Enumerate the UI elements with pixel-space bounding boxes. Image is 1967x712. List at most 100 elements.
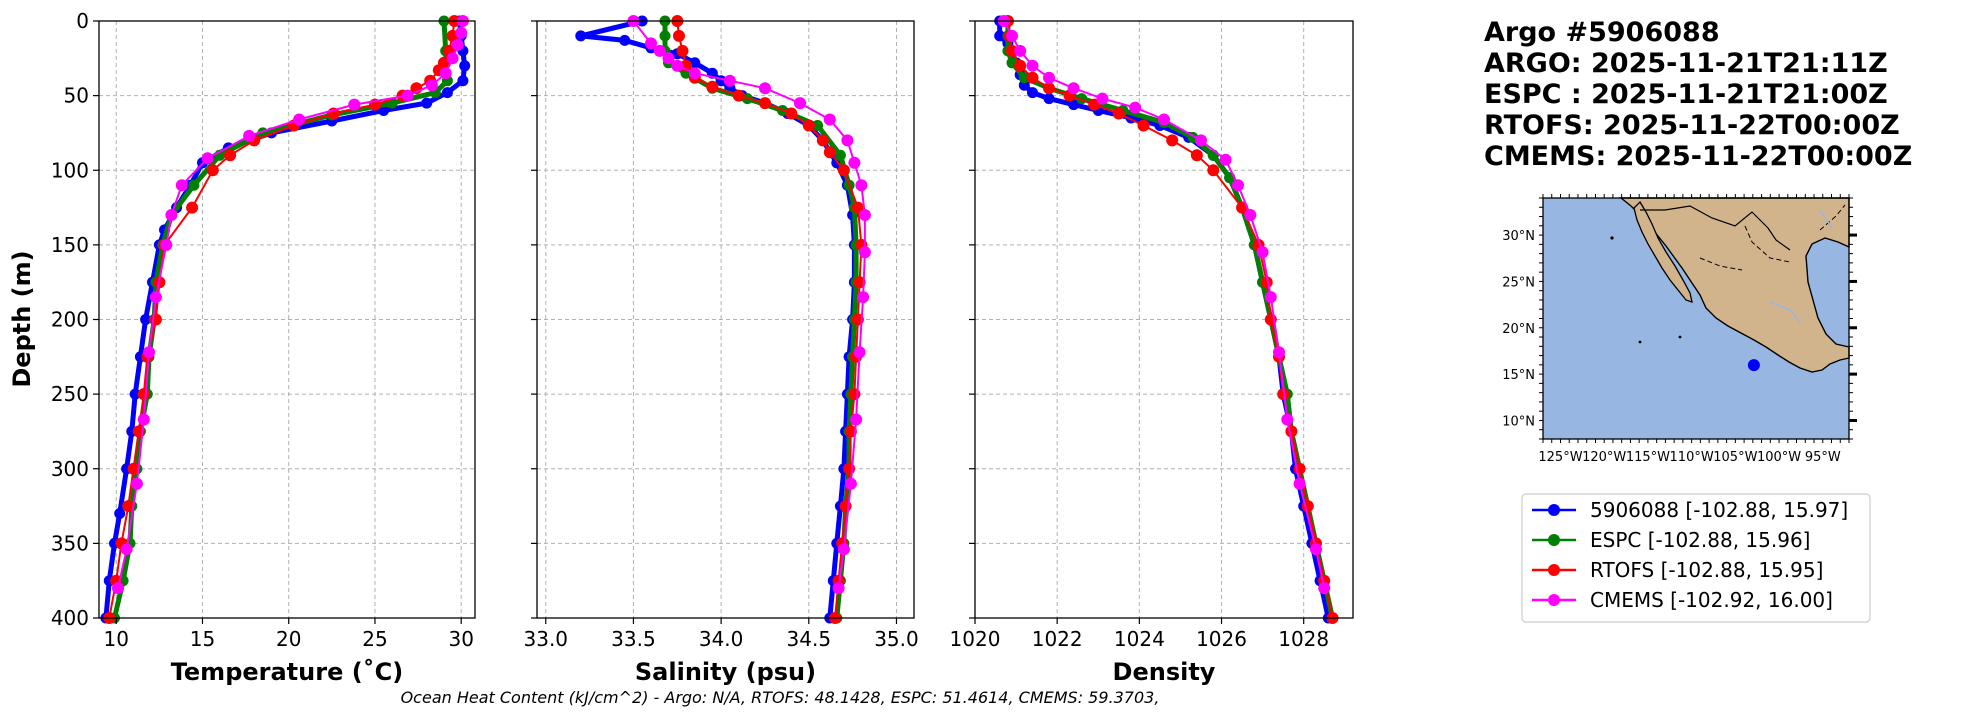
y-tick-label: 250 [51,382,89,406]
x-tick-label: 34.0 [699,627,744,651]
data-point-cmems [1096,92,1109,105]
map-lon-label: 110°W [1670,450,1714,465]
map-lon-labels: 125°W 120°W 115°W 110°W 105°W 100°W 95°W [1538,450,1840,465]
data-point-cmems [165,209,178,221]
data-point-rtofs [1260,276,1273,289]
data-point-cmems [201,152,214,165]
x-tick-label: 10 [104,627,129,651]
data-point-argo [689,57,701,69]
data-point-cmems [1014,44,1027,57]
legend-marker [1548,594,1560,606]
profile-panels: 10 15 20 25 30050100150200250300350400Temper… [51,9,1354,686]
map-lon-label: 95°W [1805,450,1841,465]
map-lon-label: 115°W [1626,450,1670,465]
data-point-espc [659,30,671,42]
data-point-cmems [130,477,143,490]
data-point-espc [834,149,846,161]
legend-entry-rtofs: RTOFS [-102.88, 15.95] [1532,558,1823,582]
data-point-cmems [1232,179,1244,192]
legend-marker [1548,534,1560,546]
legend-box [1521,493,1871,623]
data-point-espc [1207,149,1219,161]
data-point-cmems [1256,246,1269,259]
data-point-cmems [1318,582,1331,595]
depth-axis-label: Depth (m) [8,250,36,387]
data-point-rtofs [676,44,689,57]
map-lon-label: 125°W [1538,450,1582,465]
data-point-rtofs [1190,149,1203,162]
data-point-cmems [853,346,866,359]
title-line-argo-id: Argo #5906088 [1484,17,1720,48]
x-tick-label: 33.5 [611,627,656,651]
data-point-cmems [1219,153,1232,166]
data-point-cmems [293,113,306,126]
data-point-cmems [243,129,256,142]
map-land-mexico [1619,197,1850,373]
x-tick-label: 1020 [950,627,1001,651]
y-tick-label: 50 [64,84,89,108]
data-point-cmems [1293,477,1306,490]
data-point-cmems [455,26,468,39]
data-point-cmems [1158,113,1170,126]
data-point-cmems [120,543,133,556]
data-point-cmems [149,291,162,304]
data-point-rtofs [224,149,237,162]
data-point-espc [188,179,200,191]
data-point-rtofs [732,89,745,102]
data-point-rtofs [1026,71,1039,84]
legend-entry-espc: ESPC [-102.88, 15.96] [1532,528,1811,552]
map-lon-label: 105°W [1713,450,1757,465]
x-axis-label-salinity-psu: Salinity (psu) [635,658,816,686]
legend-marker [1548,564,1560,576]
data-point-rtofs [823,146,836,159]
data-point-rtofs [1014,59,1027,72]
data-point-cmems [1244,209,1257,221]
data-point-rtofs [802,119,815,132]
x-tick-label: 34.5 [787,627,832,651]
data-point-cmems [1129,101,1142,114]
y-tick-label: 150 [51,233,89,257]
data-point-cmems [160,238,173,251]
data-point-cmems [662,52,675,65]
data-point-cmems [855,179,868,192]
series-line-cmems-density [1002,20,1326,589]
data-point-cmems [446,52,459,65]
data-point-cmems [1195,134,1207,147]
map-island [1678,335,1682,339]
data-point-cmems [857,291,870,304]
data-point-cmems [1026,59,1039,72]
data-point-argo [457,75,469,87]
map-lat-label: 30°N [1502,229,1535,244]
map-lat-label: 25°N [1502,275,1535,290]
data-point-rtofs [1166,134,1179,147]
legend-label: CMEMS [-102.92, 16.00] [1590,588,1833,612]
panel-density: 1020 1022 1024 1026 1028 Density [950,15,1354,686]
data-point-cmems [175,179,188,192]
legend: 5906088 [-102.88, 15.97] ESPC [-102.88, 1… [1521,493,1871,623]
data-point-rtofs [759,97,771,110]
data-point-argo [459,60,471,72]
x-axis-label-density: Density [1113,658,1216,686]
data-point-cmems [759,82,771,95]
data-point-cmems [844,477,857,490]
map-land-baja [1633,200,1693,303]
data-point-argo [1068,99,1080,111]
data-point-rtofs [706,80,719,93]
data-point-cmems [1067,82,1080,95]
legend-label: ESPC [-102.88, 15.96] [1590,528,1811,552]
data-point-cmems [850,413,863,426]
data-point-cmems [143,346,155,359]
map-lat-label: 20°N [1502,322,1535,337]
data-point-cmems [858,246,871,259]
data-point-rtofs [1088,98,1101,111]
x-tick-label: 15 [190,627,215,651]
figure-title: Argo #5906088 ARGO: 2025-11-21T21:11Z ES… [1484,17,1912,172]
data-point-cmems [645,37,657,50]
x-tick-label: 25 [362,627,387,651]
data-point-argo [619,34,631,46]
data-point-argo [140,314,152,325]
legend-marker [1548,504,1560,516]
data-point-rtofs [186,201,199,214]
argo-location-marker [1747,359,1760,372]
data-point-argo [129,388,141,400]
